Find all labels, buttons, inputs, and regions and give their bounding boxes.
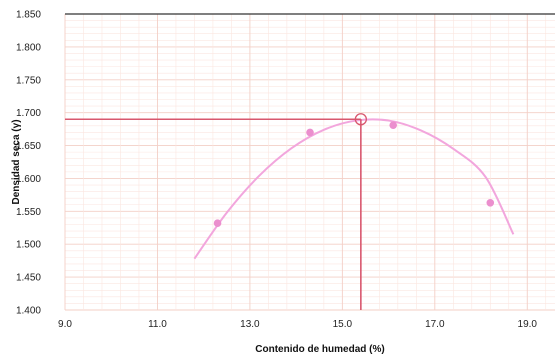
- y-tick-label: 1.400: [16, 306, 41, 317]
- data-points: [213, 121, 495, 227]
- x-tick-label: 11.0: [148, 319, 167, 330]
- data-point: [389, 121, 398, 129]
- x-tick-labels: 9.0 11.0 13.0 15.0 17.0 19.0: [58, 319, 537, 330]
- x-tick-label: 17.0: [425, 319, 445, 330]
- fitted-curve: [193, 118, 515, 260]
- optimum-marker: [354, 113, 367, 126]
- grid: [64, 13, 555, 311]
- y-axis-title: Densidad seca (γ): [11, 119, 22, 204]
- y-tick-label: 1.550: [16, 207, 41, 218]
- y-tick-label: 1.500: [16, 240, 41, 251]
- y-tick-label: 1.800: [16, 42, 41, 53]
- y-tick-label: 1.750: [16, 75, 41, 86]
- data-point: [486, 198, 495, 207]
- x-tick-label: 9.0: [58, 319, 72, 330]
- data-point: [213, 219, 222, 227]
- y-tick-label: 1.700: [16, 108, 41, 119]
- x-tick-label: 13.0: [240, 319, 260, 330]
- y-tick-label: 1.600: [16, 174, 41, 185]
- data-point: [306, 128, 314, 137]
- optimum-guides: [65, 113, 367, 310]
- y-tick-label: 1.850: [16, 10, 41, 21]
- x-axis-title: Contenido de humedad (%): [255, 344, 384, 355]
- x-tick-label: 15.0: [333, 319, 353, 330]
- y-tick-labels: 1.850 1.800 1.750 1.700 1.650 1.600 1.550 1.500…: [16, 10, 41, 317]
- y-tick-label: 1.450: [16, 273, 41, 284]
- y-tick-label: 1.650: [16, 141, 41, 152]
- x-tick-label: 19.0: [518, 319, 538, 330]
